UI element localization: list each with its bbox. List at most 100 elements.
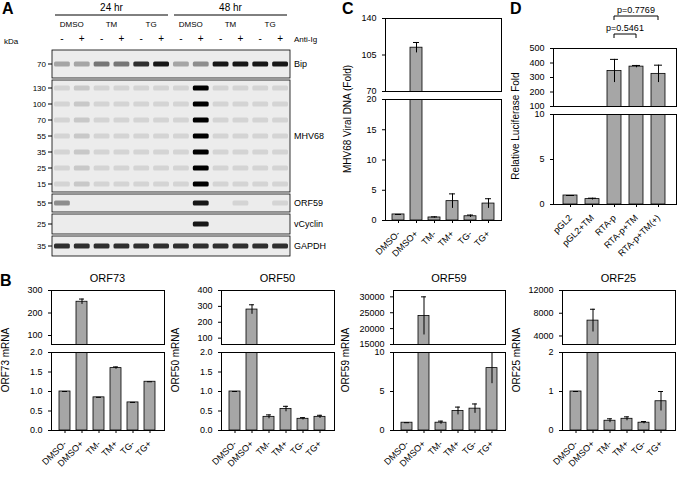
svg-text:+: +: [198, 33, 204, 44]
svg-text:+: +: [118, 33, 124, 44]
svg-text:TM-: TM-: [595, 439, 613, 457]
svg-text:300: 300: [197, 301, 212, 311]
svg-text:TG+: TG+: [645, 439, 665, 459]
svg-text:55: 55: [37, 199, 46, 208]
svg-text:1.0: 1.0: [200, 386, 213, 396]
svg-text:4000: 4000: [533, 331, 553, 341]
svg-text:70: 70: [37, 60, 46, 69]
svg-text:DMSO+: DMSO+: [567, 439, 597, 469]
svg-text:200: 200: [27, 308, 42, 318]
svg-text:0.0: 0.0: [30, 425, 43, 435]
svg-text:kDa: kDa: [4, 37, 19, 46]
svg-text:TM: TM: [225, 20, 237, 29]
svg-text:15: 15: [37, 180, 46, 189]
svg-text:70: 70: [37, 116, 46, 125]
svg-text:25: 25: [37, 220, 46, 229]
svg-text:20: 20: [366, 94, 376, 104]
svg-text:+: +: [79, 33, 85, 44]
svg-text:5: 5: [371, 185, 376, 195]
svg-text:-: -: [179, 33, 182, 44]
svg-text:2.0: 2.0: [30, 347, 43, 357]
svg-text:GAPDH: GAPDH: [294, 241, 326, 251]
svg-text:TG-: TG-: [460, 439, 478, 457]
svg-text:TG+: TG+: [304, 439, 324, 459]
svg-text:12000: 12000: [528, 285, 553, 295]
svg-text:TG-: TG-: [118, 439, 136, 457]
svg-text:TG+: TG+: [476, 439, 496, 459]
svg-text:5: 5: [379, 386, 384, 396]
svg-text:-: -: [140, 33, 143, 44]
svg-text:Bip: Bip: [294, 59, 307, 69]
svg-text:0: 0: [548, 425, 553, 435]
svg-text:Anti-Ig: Anti-Ig: [294, 35, 317, 44]
svg-text:RTA-p+TM(+): RTA-p+TM(+): [616, 213, 662, 259]
svg-text:300: 300: [27, 285, 42, 295]
svg-text:TG: TG: [265, 20, 276, 29]
svg-text:105: 105: [361, 50, 376, 60]
svg-text:-: -: [219, 33, 222, 44]
svg-text:TG-: TG-: [456, 229, 474, 247]
svg-text:200: 200: [197, 317, 212, 327]
svg-text:1: 1: [548, 386, 553, 396]
svg-text:25: 25: [37, 164, 46, 173]
svg-text:p=0.5461: p=0.5461: [606, 23, 644, 33]
svg-text:0: 0: [539, 199, 544, 209]
svg-text:400: 400: [529, 58, 544, 68]
svg-text:200: 200: [529, 87, 544, 97]
svg-text:30000: 30000: [359, 292, 384, 302]
svg-text:TM+: TM+: [610, 439, 630, 459]
svg-text:10: 10: [534, 109, 544, 119]
svg-text:p=0.7769: p=0.7769: [617, 5, 655, 15]
svg-text:400: 400: [197, 285, 212, 295]
svg-text:TG-: TG-: [288, 439, 306, 457]
svg-text:TM-: TM-: [426, 439, 444, 457]
svg-text:500: 500: [529, 43, 544, 53]
svg-text:0: 0: [371, 215, 376, 225]
svg-text:TM+: TM+: [269, 439, 289, 459]
svg-text:+: +: [158, 33, 164, 44]
svg-text:DMSO: DMSO: [60, 20, 84, 29]
svg-text:55: 55: [37, 132, 46, 141]
svg-text:TG: TG: [146, 20, 157, 29]
svg-text:ORF59: ORF59: [294, 198, 323, 208]
svg-text:130: 130: [33, 84, 47, 93]
svg-text:48 hr: 48 hr: [219, 2, 242, 13]
svg-text:10: 10: [366, 155, 376, 165]
svg-text:TG+: TG+: [472, 229, 492, 249]
svg-text:1.5: 1.5: [30, 367, 43, 377]
svg-text:DMSO+: DMSO+: [398, 439, 428, 469]
svg-text:10: 10: [374, 347, 384, 357]
svg-text:TG-: TG-: [629, 439, 647, 457]
svg-text:DMSO+: DMSO+: [226, 439, 256, 469]
svg-text:15: 15: [366, 125, 376, 135]
svg-text:0.5: 0.5: [200, 406, 213, 416]
svg-text:5: 5: [539, 154, 544, 164]
svg-text:TM+: TM+: [441, 439, 461, 459]
svg-text:35: 35: [37, 148, 46, 157]
svg-text:TM-: TM-: [420, 229, 438, 247]
svg-text:140: 140: [361, 13, 376, 23]
svg-text:2: 2: [548, 347, 553, 357]
svg-text:25000: 25000: [359, 308, 384, 318]
svg-text:-: -: [100, 33, 103, 44]
svg-text:0: 0: [379, 425, 384, 435]
svg-text:0.5: 0.5: [30, 406, 43, 416]
svg-text:20000: 20000: [359, 323, 384, 333]
svg-text:100: 100: [197, 333, 212, 343]
svg-text:300: 300: [529, 72, 544, 82]
svg-text:TG+: TG+: [134, 439, 154, 459]
svg-text:pGL2+TM: pGL2+TM: [560, 213, 596, 249]
svg-text:1.0: 1.0: [30, 386, 43, 396]
svg-text:MHV68: MHV68: [294, 131, 324, 141]
svg-text:DMSO: DMSO: [179, 20, 203, 29]
svg-text:A: A: [2, 0, 14, 17]
svg-text:24 hr: 24 hr: [100, 2, 123, 13]
svg-text:TM: TM: [106, 20, 118, 29]
svg-text:DMSO+: DMSO+: [390, 229, 420, 259]
svg-text:1.5: 1.5: [200, 367, 213, 377]
svg-text:+: +: [237, 33, 243, 44]
svg-text:TM-: TM-: [254, 439, 272, 457]
svg-text:TM-: TM-: [84, 439, 102, 457]
svg-text:DMSO+: DMSO+: [56, 439, 86, 469]
svg-text:-: -: [259, 33, 262, 44]
